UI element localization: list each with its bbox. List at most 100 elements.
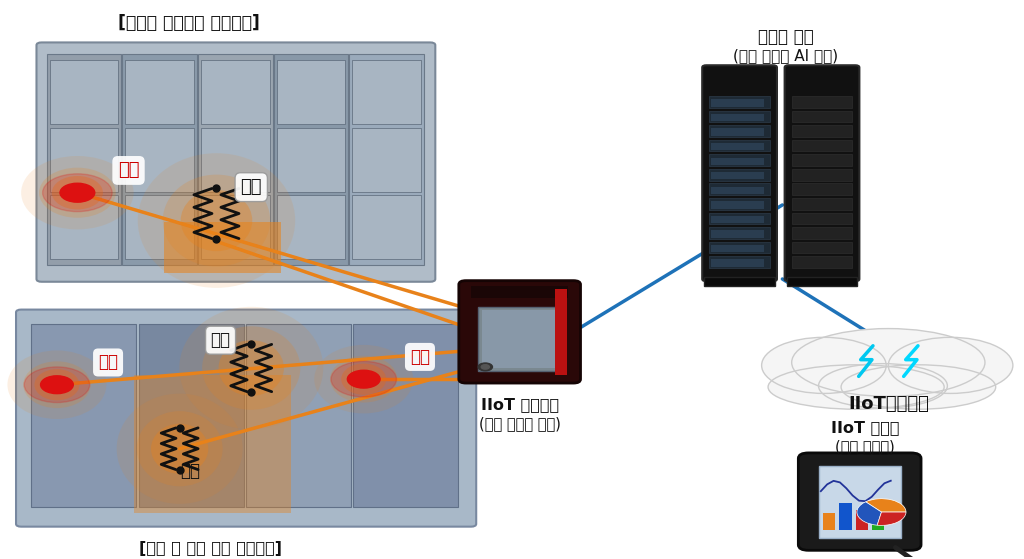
Text: IIoT 센서모듈: IIoT 센서모듈 xyxy=(480,397,559,412)
FancyBboxPatch shape xyxy=(710,154,770,166)
FancyBboxPatch shape xyxy=(712,158,764,165)
Circle shape xyxy=(331,361,396,397)
Ellipse shape xyxy=(889,337,1013,394)
Circle shape xyxy=(481,364,489,369)
FancyBboxPatch shape xyxy=(482,310,557,368)
Ellipse shape xyxy=(179,307,324,429)
FancyBboxPatch shape xyxy=(353,324,459,507)
FancyBboxPatch shape xyxy=(784,65,859,281)
Ellipse shape xyxy=(24,361,91,408)
Ellipse shape xyxy=(341,363,386,395)
Text: (산업 데이터 AI 분석): (산업 데이터 AI 분석) xyxy=(733,48,838,63)
FancyBboxPatch shape xyxy=(710,96,770,108)
FancyBboxPatch shape xyxy=(792,154,852,166)
FancyBboxPatch shape xyxy=(32,324,136,507)
FancyBboxPatch shape xyxy=(201,128,269,192)
FancyBboxPatch shape xyxy=(710,227,770,239)
FancyBboxPatch shape xyxy=(710,241,770,253)
Ellipse shape xyxy=(218,340,284,396)
Circle shape xyxy=(25,367,90,402)
Wedge shape xyxy=(857,502,882,525)
Text: 온도: 온도 xyxy=(98,353,118,372)
Circle shape xyxy=(60,183,95,202)
FancyBboxPatch shape xyxy=(710,183,770,195)
FancyBboxPatch shape xyxy=(276,196,345,259)
Text: [고전압 전력설비 모니터링]: [고전압 전력설비 모니터링] xyxy=(119,14,260,32)
FancyBboxPatch shape xyxy=(792,140,852,151)
FancyBboxPatch shape xyxy=(710,256,770,268)
FancyBboxPatch shape xyxy=(710,125,770,137)
Ellipse shape xyxy=(137,153,295,288)
FancyBboxPatch shape xyxy=(840,503,852,530)
Wedge shape xyxy=(878,512,906,525)
Wedge shape xyxy=(865,499,906,512)
Circle shape xyxy=(43,174,113,212)
Circle shape xyxy=(478,363,493,371)
Text: 온도: 온도 xyxy=(118,162,139,179)
Circle shape xyxy=(347,370,380,388)
FancyBboxPatch shape xyxy=(712,245,764,252)
Ellipse shape xyxy=(151,424,208,474)
FancyBboxPatch shape xyxy=(123,54,197,265)
FancyBboxPatch shape xyxy=(792,96,852,108)
FancyBboxPatch shape xyxy=(819,466,900,538)
FancyBboxPatch shape xyxy=(712,114,764,121)
FancyBboxPatch shape xyxy=(37,42,435,282)
FancyBboxPatch shape xyxy=(50,60,119,124)
Text: 진동: 진동 xyxy=(211,331,230,349)
FancyBboxPatch shape xyxy=(201,60,269,124)
Ellipse shape xyxy=(314,345,414,414)
FancyBboxPatch shape xyxy=(712,230,764,238)
FancyBboxPatch shape xyxy=(126,196,194,259)
Ellipse shape xyxy=(52,176,103,210)
FancyBboxPatch shape xyxy=(138,324,244,507)
Text: 진동: 진동 xyxy=(241,178,262,196)
Ellipse shape xyxy=(7,350,106,419)
Ellipse shape xyxy=(330,356,397,402)
FancyBboxPatch shape xyxy=(471,286,568,299)
Ellipse shape xyxy=(163,174,270,267)
FancyBboxPatch shape xyxy=(16,310,476,527)
Text: [제조 및 생산 설비 모니터링]: [제조 및 생산 설비 모니터링] xyxy=(138,542,282,556)
FancyBboxPatch shape xyxy=(792,111,852,122)
FancyBboxPatch shape xyxy=(276,60,345,124)
Text: 데이터 서버: 데이터 서버 xyxy=(758,28,813,46)
FancyBboxPatch shape xyxy=(823,513,836,530)
FancyBboxPatch shape xyxy=(712,259,764,267)
FancyBboxPatch shape xyxy=(478,307,561,371)
FancyBboxPatch shape xyxy=(710,198,770,210)
FancyBboxPatch shape xyxy=(352,128,421,192)
Ellipse shape xyxy=(818,364,947,408)
FancyBboxPatch shape xyxy=(792,125,852,137)
FancyBboxPatch shape xyxy=(710,212,770,224)
FancyBboxPatch shape xyxy=(459,281,581,383)
FancyBboxPatch shape xyxy=(710,111,770,122)
FancyBboxPatch shape xyxy=(198,54,272,265)
FancyBboxPatch shape xyxy=(792,169,852,181)
FancyBboxPatch shape xyxy=(856,510,868,530)
Ellipse shape xyxy=(180,190,252,251)
FancyBboxPatch shape xyxy=(872,515,885,530)
FancyBboxPatch shape xyxy=(349,54,424,265)
Ellipse shape xyxy=(39,168,116,218)
FancyBboxPatch shape xyxy=(799,453,921,550)
FancyBboxPatch shape xyxy=(705,277,775,286)
FancyBboxPatch shape xyxy=(712,143,764,150)
FancyBboxPatch shape xyxy=(710,169,770,181)
FancyBboxPatch shape xyxy=(712,216,764,223)
Ellipse shape xyxy=(841,365,995,409)
FancyBboxPatch shape xyxy=(712,172,764,179)
FancyBboxPatch shape xyxy=(786,277,857,286)
FancyBboxPatch shape xyxy=(50,196,119,259)
FancyBboxPatch shape xyxy=(352,196,421,259)
FancyBboxPatch shape xyxy=(792,212,852,224)
Ellipse shape xyxy=(768,365,944,409)
Text: 진동: 진동 xyxy=(180,462,200,480)
FancyBboxPatch shape xyxy=(710,140,770,151)
FancyBboxPatch shape xyxy=(201,196,269,259)
FancyBboxPatch shape xyxy=(712,100,764,107)
Ellipse shape xyxy=(792,329,985,396)
Ellipse shape xyxy=(117,394,243,504)
Ellipse shape xyxy=(35,369,80,400)
FancyBboxPatch shape xyxy=(134,375,291,513)
